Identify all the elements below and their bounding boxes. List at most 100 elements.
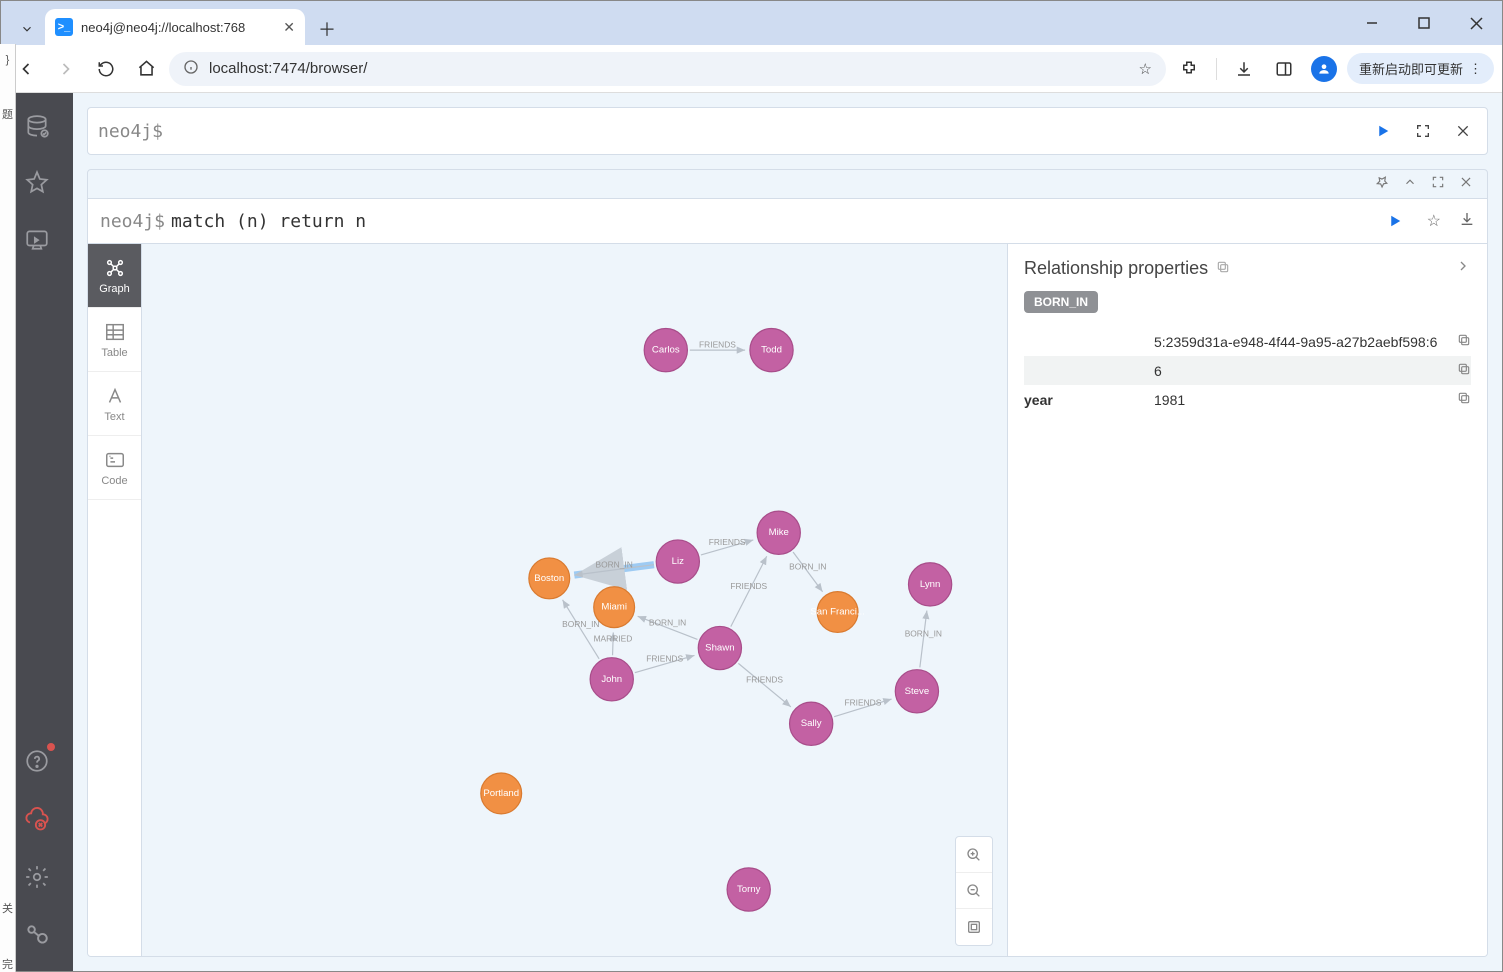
tab-close-icon[interactable]: ✕ [283,19,295,36]
result-body: Graph Table Text Code [88,244,1487,956]
browser-window: >_ neo4j@neo4j://localhost:768 ✕ ＋ l [0,0,1503,972]
editor-prompt: neo4j$ [98,121,163,142]
window-controls [1346,1,1502,45]
cloud-disconnect-icon[interactable] [21,803,53,835]
window-close[interactable] [1450,1,1502,45]
expand-frame-icon[interactable] [1431,175,1445,194]
graph-node[interactable]: San Franci... [810,592,864,633]
property-row: 6 [1024,356,1471,385]
window-maximize[interactable] [1398,1,1450,45]
address-bar: localhost:7474/browser/ ☆ 重新启动即可更新 ⋮ [1,45,1502,93]
window-minimize[interactable] [1346,1,1398,45]
rerun-button[interactable] [1381,207,1409,235]
browser-tab[interactable]: >_ neo4j@neo4j://localhost:768 ✕ [45,9,305,45]
restart-label: 重新启动即可更新 [1359,59,1463,78]
nav-forward[interactable] [49,52,83,86]
property-key: year [1024,392,1154,408]
tab-list-dropdown[interactable] [9,13,45,45]
query-editor: neo4j$ [87,107,1488,155]
graph-visualization[interactable]: FRIENDSFRIENDSBORN_INFRIENDSBORN_INFRIEN… [142,244,1007,956]
zoom-controls [955,836,993,946]
graph-svg[interactable]: FRIENDSFRIENDSBORN_INFRIENDSBORN_INFRIEN… [142,244,1007,956]
download-icon[interactable] [1459,211,1475,232]
neo4j-logo-icon[interactable] [21,919,53,951]
copy-all-icon[interactable] [1216,260,1230,277]
new-tab-button[interactable]: ＋ [311,13,343,45]
graph-node[interactable]: John [590,658,633,701]
graph-edge[interactable] [920,611,927,668]
separator [1216,58,1217,80]
downloads-icon[interactable] [1227,52,1261,86]
copy-icon[interactable] [1457,391,1471,408]
graph-node[interactable]: Torny [727,868,770,911]
graph-node[interactable]: Liz [656,540,699,583]
about-icon[interactable] [21,745,53,777]
url-box[interactable]: localhost:7474/browser/ ☆ [169,52,1166,86]
favorite-query-icon[interactable]: ☆ [1427,211,1441,231]
graph-node[interactable]: Shawn [698,626,741,669]
graph-edge[interactable] [731,556,767,626]
view-tab-table[interactable]: Table [88,308,141,372]
restart-update-button[interactable]: 重新启动即可更新 ⋮ [1347,53,1494,84]
graph-edge-label: FRIENDS [646,654,683,664]
extensions-icon[interactable] [1172,52,1206,86]
fullscreen-icon[interactable] [1409,117,1437,145]
graph-edge-label: FRIENDS [844,697,881,707]
collapse-icon[interactable] [1403,175,1417,194]
close-frame-icon[interactable] [1459,175,1473,194]
graph-node[interactable]: Boston [529,558,570,599]
settings-icon[interactable] [21,861,53,893]
run-query-button[interactable] [1369,117,1397,145]
inspector-title: Relationship properties [1024,258,1208,279]
result-prompt: neo4j$ [100,211,165,232]
graph-node[interactable]: Todd [750,328,793,371]
pin-icon[interactable] [1375,175,1389,194]
tab-favicon: >_ [55,18,73,36]
graph-node[interactable]: Portland [481,773,522,814]
zoom-in-button[interactable] [956,837,992,873]
view-tab-text[interactable]: Text [88,372,141,436]
tab-bar: >_ neo4j@neo4j://localhost:768 ✕ ＋ [1,1,1502,45]
bookmark-star-icon[interactable]: ☆ [1139,60,1152,78]
side-panel-icon[interactable] [1267,52,1301,86]
view-tab-graph[interactable]: Graph [88,244,141,308]
relationship-type-badge[interactable]: BORN_IN [1024,291,1098,313]
copy-icon[interactable] [1457,362,1471,379]
url-text: localhost:7474/browser/ [209,60,1129,77]
view-tabs: Graph Table Text Code [88,244,142,956]
graph-edge[interactable] [738,663,790,706]
graph-edge-label: MARRIED [594,633,633,643]
main-area: neo4j$ [73,93,1502,971]
property-value: 6 [1154,363,1457,379]
graph-edge-label: BORN_IN [595,559,632,569]
profile-icon[interactable] [1307,52,1341,86]
database-icon[interactable] [21,111,53,143]
inspector-collapse-icon[interactable] [1455,258,1471,279]
copy-icon[interactable] [1457,333,1471,350]
tab-title: neo4j@neo4j://localhost:768 [81,20,275,35]
graph-node[interactable]: Steve [895,670,938,713]
graph-edge-label: BORN_IN [789,561,826,571]
page-content: neo4j$ [1,93,1502,971]
zoom-fit-button[interactable] [956,909,992,945]
nav-reload[interactable] [89,52,123,86]
guides-icon[interactable] [21,223,53,255]
inspector-panel: Relationship properties BORN_IN 5:2359d3… [1007,244,1487,956]
close-editor-icon[interactable] [1449,117,1477,145]
graph-node[interactable]: Sally [790,702,833,745]
graph-edge-label: BORN_IN [905,629,942,639]
graph-edge[interactable] [793,552,823,592]
left-edge-strip: } 题 关 完 [0,44,16,972]
graph-edge-label: BORN_IN [562,619,599,629]
graph-edge-label: FRIENDS [730,581,767,591]
view-tab-code[interactable]: Code [88,436,141,500]
graph-node[interactable]: Mike [757,511,800,554]
graph-node[interactable]: Carlos [644,328,687,371]
graph-node[interactable]: Miami [594,587,635,628]
nav-home[interactable] [129,52,163,86]
query-input[interactable] [163,121,1369,142]
zoom-out-button[interactable] [956,873,992,909]
star-icon[interactable] [21,167,53,199]
graph-node[interactable]: Lynn [908,563,951,606]
site-info-icon[interactable] [183,59,199,79]
